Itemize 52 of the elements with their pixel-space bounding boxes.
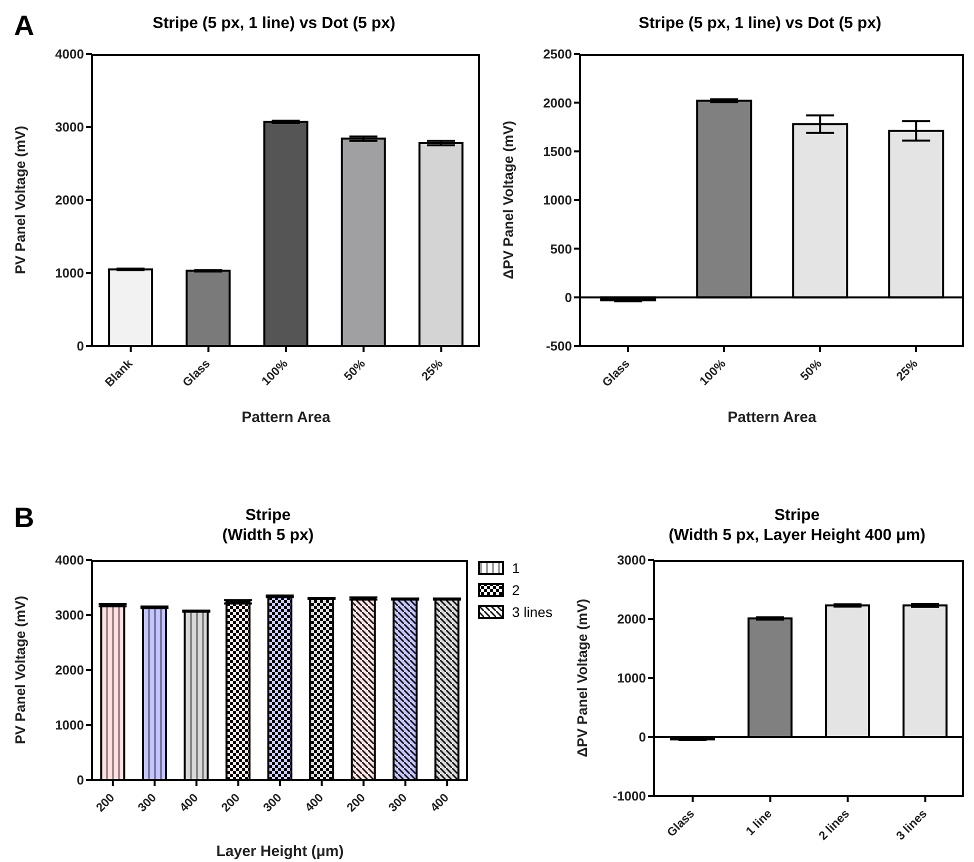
y-tick-label: 500: [550, 241, 572, 256]
y-tick-label: 1500: [543, 144, 572, 159]
x-tick-label: 50%: [797, 356, 825, 384]
legend-label: 3 lines: [512, 604, 552, 620]
text: A: [14, 10, 34, 42]
y-tick-label: 1000: [55, 718, 84, 733]
y-tick-label: 3000: [55, 608, 84, 623]
y-tick-label: 3000: [55, 120, 84, 135]
x-tick-label: 400: [176, 790, 202, 815]
chart-subtitle: (Width 5 px, Layer Height 400 μm): [668, 526, 926, 546]
x-tick-label: 300: [260, 790, 285, 815]
y-axis-title: ΔPV Panel Voltage (mV): [500, 120, 516, 280]
y-tick-label: 4000: [55, 552, 84, 568]
y-tick-label: 2000: [617, 612, 646, 627]
chart-title: Stripe: [773, 506, 821, 526]
chart-subtitle: (Width 5 px): [221, 526, 315, 546]
y-tick-label: 0: [638, 730, 646, 745]
y-tick-label: 2000: [55, 662, 84, 678]
y-tick-label: 0: [564, 290, 572, 305]
y-tick-label: -500: [546, 338, 572, 354]
y-axis-title: ΔPV Panel Voltage (mV): [574, 598, 590, 758]
chart-title: Stripe: [244, 506, 292, 526]
y-tick-label: 2000: [543, 95, 572, 110]
x-tick-label: 300: [134, 790, 160, 815]
y-tick-label: 3000: [617, 552, 646, 568]
text: B: [14, 502, 34, 534]
y-axis-title: PV Panel Voltage (mV): [12, 126, 28, 274]
x-axis-title: Pattern Area: [242, 409, 331, 426]
y-tick-label: 1000: [617, 670, 646, 686]
x-tick-label: 400: [427, 790, 452, 815]
x-tick-label: 300: [386, 790, 410, 815]
legend-label: 1: [512, 560, 520, 576]
legend-label: 2: [512, 582, 520, 598]
y-axis-title: PV Panel Voltage (mV): [12, 596, 28, 744]
y-tick-label: 0: [76, 338, 84, 354]
chart-title: Stripe (5 px, 1 line) vs Dot (5 px): [152, 14, 396, 34]
y-tick-label: 2000: [55, 192, 84, 208]
x-tick-label: 400: [302, 790, 326, 815]
x-tick-label: 200: [218, 790, 243, 815]
y-tick-label: 0: [76, 772, 84, 788]
y-tick-label: 1000: [543, 192, 572, 208]
x-tick-label: 1 line: [743, 806, 775, 838]
chart-title: Stripe (5 px, 1 line) vs Dot (5 px): [638, 14, 882, 34]
y-tick-label: 2500: [543, 46, 572, 62]
x-axis-title: Pattern Area: [728, 409, 817, 426]
y-tick-label: 1000: [55, 266, 84, 281]
x-axis-title: Layer Height (μm): [216, 843, 344, 860]
y-tick-label: -1000: [612, 788, 646, 804]
x-tick-label: 50%: [341, 356, 368, 384]
y-tick-label: 4000: [55, 46, 84, 62]
x-tick-label: 200: [93, 790, 118, 815]
x-tick-label: 200: [344, 790, 368, 815]
